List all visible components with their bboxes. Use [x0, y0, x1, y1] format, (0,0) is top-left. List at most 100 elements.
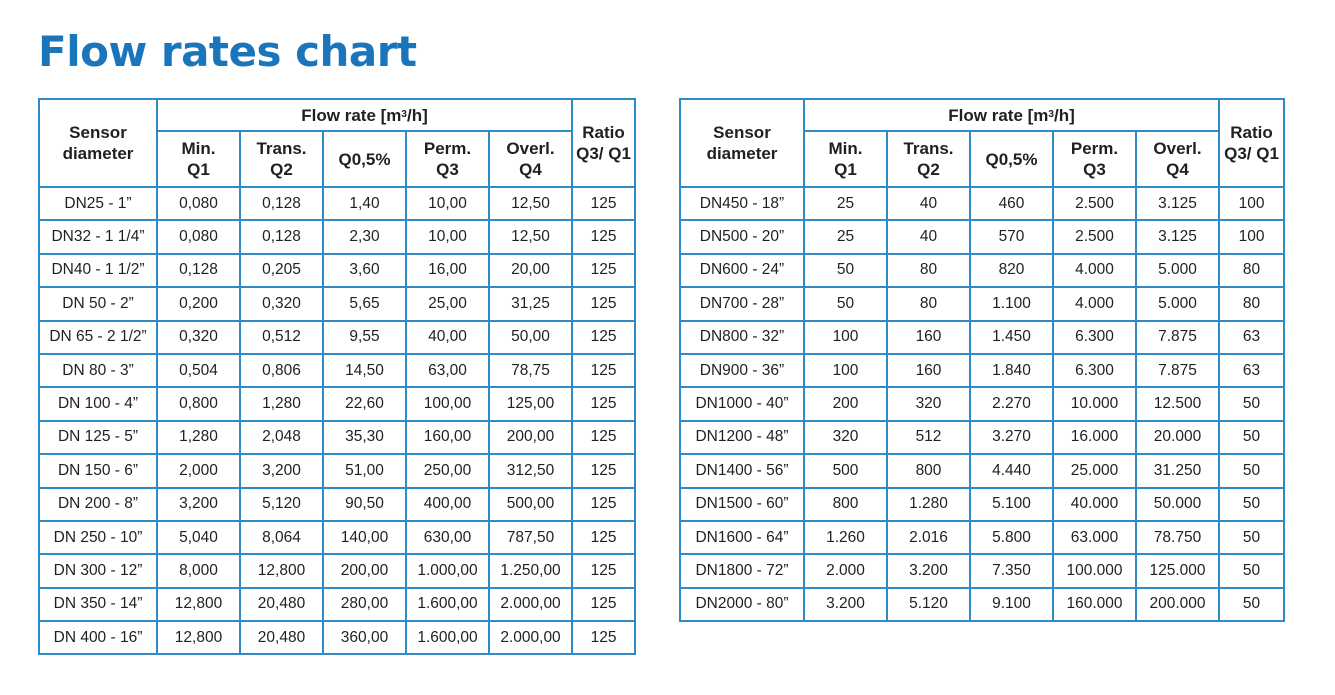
- sensor-diameter-cell: DN700 - 28”: [679, 286, 805, 322]
- overl-q4-cell: 7.875: [1134, 319, 1221, 355]
- table-row: DN 150 - 6” 2,000 3,200 51,00 250,00 312,50 12…: [38, 453, 637, 489]
- perm-q3-cell: 100,00: [405, 386, 490, 422]
- trans-q2-cell: 0,512: [239, 319, 324, 355]
- sensor-diameter-cell: DN1000 - 40”: [679, 386, 805, 422]
- q05-cell: 7.350: [969, 553, 1054, 589]
- ratio-header: Ratio Q3/ Q1: [1218, 98, 1286, 188]
- q05-cell: 2.270: [969, 386, 1054, 422]
- table-row: DN1800 - 72” 2.000 3.200 7.350 100.000 125.00…: [679, 553, 1286, 589]
- col-header-q05: Q0,5%: [322, 130, 407, 188]
- ratio-cell: 50: [1218, 486, 1286, 522]
- perm-q3-cell: 6.300: [1052, 319, 1137, 355]
- min-q1-cell: 0,080: [156, 219, 241, 255]
- min-q1-cell: 0,080: [156, 185, 241, 222]
- min-q1-cell: 320: [803, 419, 888, 456]
- sensor-diameter-cell: DN2000 - 80”: [679, 586, 805, 623]
- q05-cell: 280,00: [322, 586, 407, 623]
- sensor-diameter-cell: DN40 - 1 1/2”: [38, 252, 158, 289]
- trans-q2-cell: 3.200: [886, 553, 971, 589]
- ratio-cell: 50: [1218, 586, 1286, 623]
- trans-q2-cell: 80: [886, 252, 971, 289]
- table-row: DN1600 - 64” 1.260 2.016 5.800 63.000 78.750 5…: [679, 519, 1286, 556]
- min-q1-cell: 3.200: [803, 586, 888, 623]
- min-q1-cell: 0,128: [156, 252, 241, 289]
- q05-cell: 22,60: [322, 386, 407, 422]
- ratio-cell: 125: [571, 553, 637, 589]
- perm-q3-cell: 2.500: [1052, 219, 1137, 255]
- q05-cell: 5,65: [322, 286, 407, 322]
- sensor-diameter-cell: DN25 - 1”: [38, 185, 158, 222]
- table-row: DN1200 - 48” 320 512 3.270 16.000 20.000 50: [679, 419, 1286, 456]
- ratio-cell: 50: [1218, 419, 1286, 456]
- overl-q4-cell: 7.875: [1134, 352, 1221, 389]
- overl-q4-cell: 200.000: [1134, 586, 1221, 623]
- perm-q3-cell: 40.000: [1052, 486, 1137, 522]
- q05-cell: 1.840: [969, 352, 1054, 389]
- overl-q4-cell: 500,00: [487, 486, 574, 522]
- trans-q2-cell: 160: [886, 319, 971, 355]
- ratio-cell: 63: [1218, 319, 1286, 355]
- trans-q2-cell: 0,205: [239, 252, 324, 289]
- overl-q4-cell: 2.000,00: [487, 586, 574, 623]
- ratio-cell: 63: [1218, 352, 1286, 389]
- min-q1-cell: 0,320: [156, 319, 241, 355]
- overl-q4-cell: 78.750: [1134, 519, 1221, 556]
- overl-q4-cell: 125,00: [487, 386, 574, 422]
- trans-q2-cell: 20,480: [239, 586, 324, 623]
- overl-q4-cell: 78,75: [487, 352, 574, 389]
- q05-cell: 4.440: [969, 453, 1054, 489]
- trans-q2-cell: 0,128: [239, 219, 324, 255]
- perm-q3-cell: 160,00: [405, 419, 490, 456]
- trans-q2-cell: 0,806: [239, 352, 324, 389]
- sensor-diameter-cell: DN 250 - 10”: [38, 519, 158, 556]
- ratio-cell: 125: [571, 453, 637, 489]
- min-q1-cell: 2,000: [156, 453, 241, 489]
- perm-q3-cell: 1.600,00: [405, 620, 490, 656]
- min-q1-cell: 3,200: [156, 486, 241, 522]
- perm-q3-cell: 25,00: [405, 286, 490, 322]
- table-row: DN 300 - 12” 8,000 12,800 200,00 1.000,00 1.2…: [38, 553, 637, 589]
- perm-q3-cell: 63.000: [1052, 519, 1137, 556]
- sensor-diameter-cell: DN32 - 1 1/4”: [38, 219, 158, 255]
- perm-q3-cell: 40,00: [405, 319, 490, 355]
- perm-q3-cell: 4.000: [1052, 252, 1137, 289]
- ratio-cell: 125: [571, 419, 637, 456]
- q05-cell: 460: [969, 185, 1054, 222]
- table-row: DN500 - 20” 25 40 570 2.500 3.125 100: [679, 219, 1286, 255]
- col-header-perm-q3: Perm. Q3: [405, 130, 490, 188]
- table-row: DN2000 - 80” 3.200 5.120 9.100 160.000 200.00…: [679, 586, 1286, 623]
- perm-q3-cell: 10,00: [405, 219, 490, 255]
- min-q1-cell: 100: [803, 352, 888, 389]
- perm-q3-cell: 160.000: [1052, 586, 1137, 623]
- min-q1-cell: 12,800: [156, 620, 241, 656]
- trans-q2-cell: 2,048: [239, 419, 324, 456]
- col-header-trans-q2: Trans. Q2: [886, 130, 971, 188]
- flow-rate-header: Flow rate [m3/h]: [802, 98, 1221, 132]
- min-q1-cell: 800: [803, 486, 888, 522]
- overl-q4-cell: 1.250,00: [487, 553, 574, 589]
- min-q1-cell: 5,040: [156, 519, 241, 556]
- min-q1-cell: 0,504: [156, 352, 241, 389]
- sensor-diameter-cell: DN 400 - 16”: [38, 620, 158, 656]
- min-q1-cell: 100: [803, 319, 888, 355]
- min-q1-cell: 25: [803, 219, 888, 255]
- sensor-diameter-header: Sensor diameter: [679, 98, 805, 188]
- q05-cell: 35,30: [322, 419, 407, 456]
- perm-q3-cell: 10.000: [1052, 386, 1137, 422]
- flow-rate-header: Flow rate [m3/h]: [155, 98, 574, 132]
- trans-q2-cell: 40: [886, 185, 971, 222]
- trans-q2-cell: 0,128: [239, 185, 324, 222]
- trans-q2-cell: 512: [886, 419, 971, 456]
- ratio-cell: 125: [571, 185, 637, 222]
- perm-q3-cell: 25.000: [1052, 453, 1137, 489]
- trans-q2-cell: 0,320: [239, 286, 324, 322]
- ratio-header: Ratio Q3/ Q1: [571, 98, 637, 188]
- min-q1-cell: 1.260: [803, 519, 888, 556]
- ratio-cell: 125: [571, 519, 637, 556]
- overl-q4-cell: 31.250: [1134, 453, 1221, 489]
- min-q1-cell: 50: [803, 252, 888, 289]
- trans-q2-cell: 160: [886, 352, 971, 389]
- sensor-diameter-cell: DN 80 - 3”: [38, 352, 158, 389]
- overl-q4-cell: 5.000: [1134, 252, 1221, 289]
- q05-cell: 2,30: [322, 219, 407, 255]
